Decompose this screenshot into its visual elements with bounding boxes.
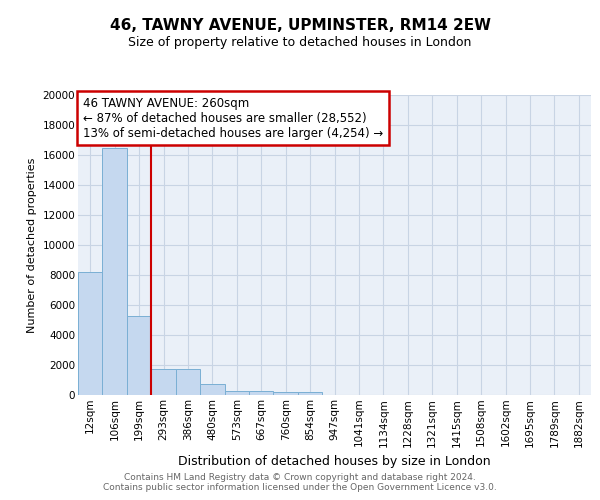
Bar [151, 369, 176, 395]
Y-axis label: Number of detached properties: Number of detached properties [27, 158, 37, 332]
Bar [298, 392, 322, 395]
Bar [200, 384, 224, 395]
Text: 46, TAWNY AVENUE, UPMINSTER, RM14 2EW: 46, TAWNY AVENUE, UPMINSTER, RM14 2EW [110, 18, 491, 32]
Text: Contains HM Land Registry data © Crown copyright and database right 2024.
Contai: Contains HM Land Registry data © Crown c… [103, 473, 497, 492]
Bar [127, 316, 151, 395]
Bar [224, 390, 249, 395]
Bar [103, 148, 127, 395]
Bar [78, 272, 103, 395]
Text: Size of property relative to detached houses in London: Size of property relative to detached ho… [128, 36, 472, 49]
Bar [249, 392, 274, 395]
Bar [274, 392, 298, 395]
X-axis label: Distribution of detached houses by size in London: Distribution of detached houses by size … [178, 455, 491, 468]
Bar [176, 369, 200, 395]
Text: 46 TAWNY AVENUE: 260sqm
← 87% of detached houses are smaller (28,552)
13% of sem: 46 TAWNY AVENUE: 260sqm ← 87% of detache… [83, 96, 383, 140]
